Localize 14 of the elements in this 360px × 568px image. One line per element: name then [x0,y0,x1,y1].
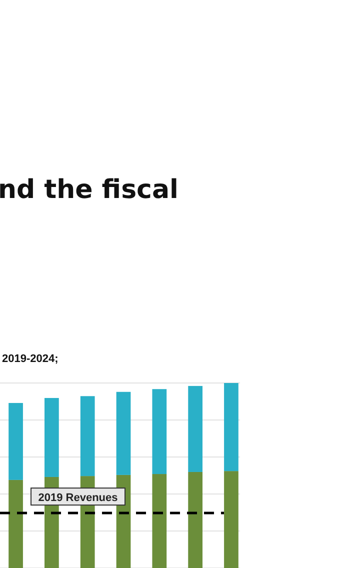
bar [152,474,167,568]
bar [116,392,131,475]
chart-subtitle: 2019-2024; [2,353,58,365]
chart-title: nd the fiscal [0,175,178,205]
ref-line-label: 2019 Revenues [38,492,118,504]
bar [8,480,23,568]
bar [188,386,202,472]
bar [224,383,238,472]
bar [224,471,238,568]
bar [44,398,59,477]
bar [152,389,167,474]
bar [80,396,95,476]
bar [188,472,202,568]
bar [8,402,23,480]
